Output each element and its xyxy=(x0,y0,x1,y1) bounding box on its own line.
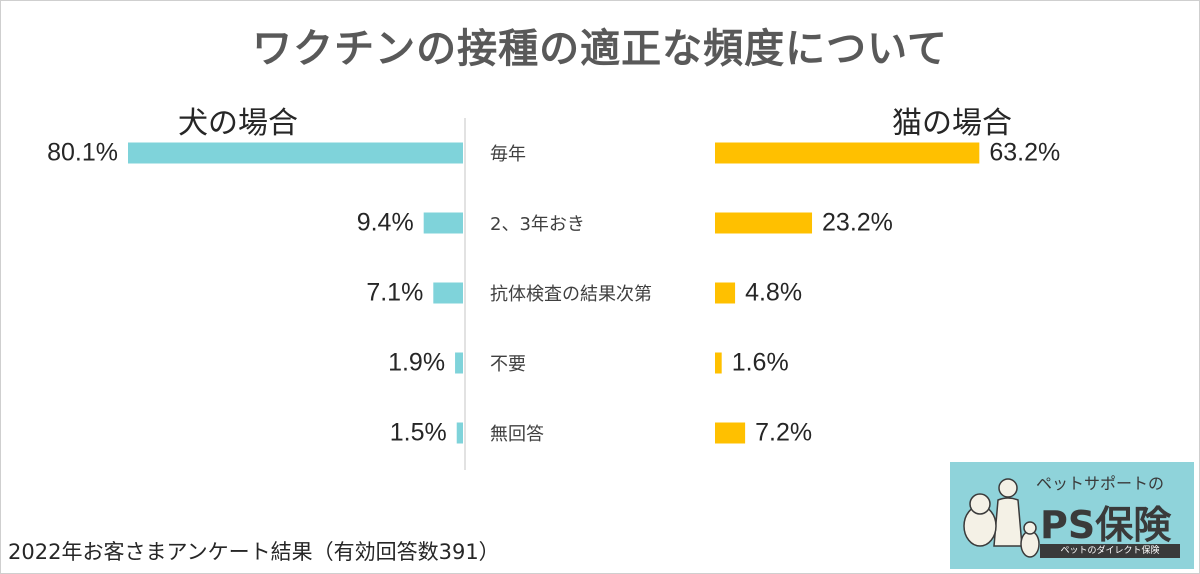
dog-value-label: 1.5% xyxy=(390,419,447,447)
dog-bar xyxy=(433,282,463,304)
cat-bar xyxy=(715,142,980,164)
survey-footnote: 2022年お客さまアンケート結果（有効回答数391） xyxy=(8,540,500,564)
dog-value-label: 80.1% xyxy=(47,139,118,167)
logo-brand-name: PS保険 xyxy=(1040,503,1172,547)
cat-value-label: 7.2% xyxy=(755,419,812,447)
category-label: 2、3年おき xyxy=(490,214,585,235)
cat-bar xyxy=(715,282,736,304)
dog-bar xyxy=(455,352,463,374)
chart-title: ワクチンの接種の適正な頻度について xyxy=(252,26,948,72)
dog-bar xyxy=(128,142,463,164)
cat-value-label: 63.2% xyxy=(989,139,1060,167)
cat-value-label: 23.2% xyxy=(822,209,893,237)
cat-bar xyxy=(715,422,746,444)
dog-value-label: 1.9% xyxy=(388,349,445,377)
cat-side-label: 猫の場合 xyxy=(892,106,1012,141)
category-label: 無回答 xyxy=(490,424,544,445)
logo-tagline: ペットサポートの xyxy=(1036,474,1165,493)
category-label: 不要 xyxy=(490,354,526,375)
category-label: 毎年 xyxy=(490,144,526,165)
dog-value-label: 7.1% xyxy=(366,279,423,307)
cat-bar xyxy=(715,212,813,234)
category-label: 抗体検査の結果次第 xyxy=(490,284,652,305)
logo-subtitle-bar xyxy=(1040,544,1180,558)
logo-subtitle: ペットのダイレクト保険 xyxy=(1060,546,1160,556)
cat-value-label: 4.8% xyxy=(745,279,802,307)
person-with-pets-icon xyxy=(963,478,1040,558)
dog-side-label: 犬の場合 xyxy=(178,106,298,141)
cat-bar xyxy=(715,352,722,374)
dog-bar xyxy=(456,422,463,444)
cat-value-label: 1.6% xyxy=(732,349,789,377)
dog-bar xyxy=(423,212,463,234)
dog-value-label: 9.4% xyxy=(357,209,414,237)
